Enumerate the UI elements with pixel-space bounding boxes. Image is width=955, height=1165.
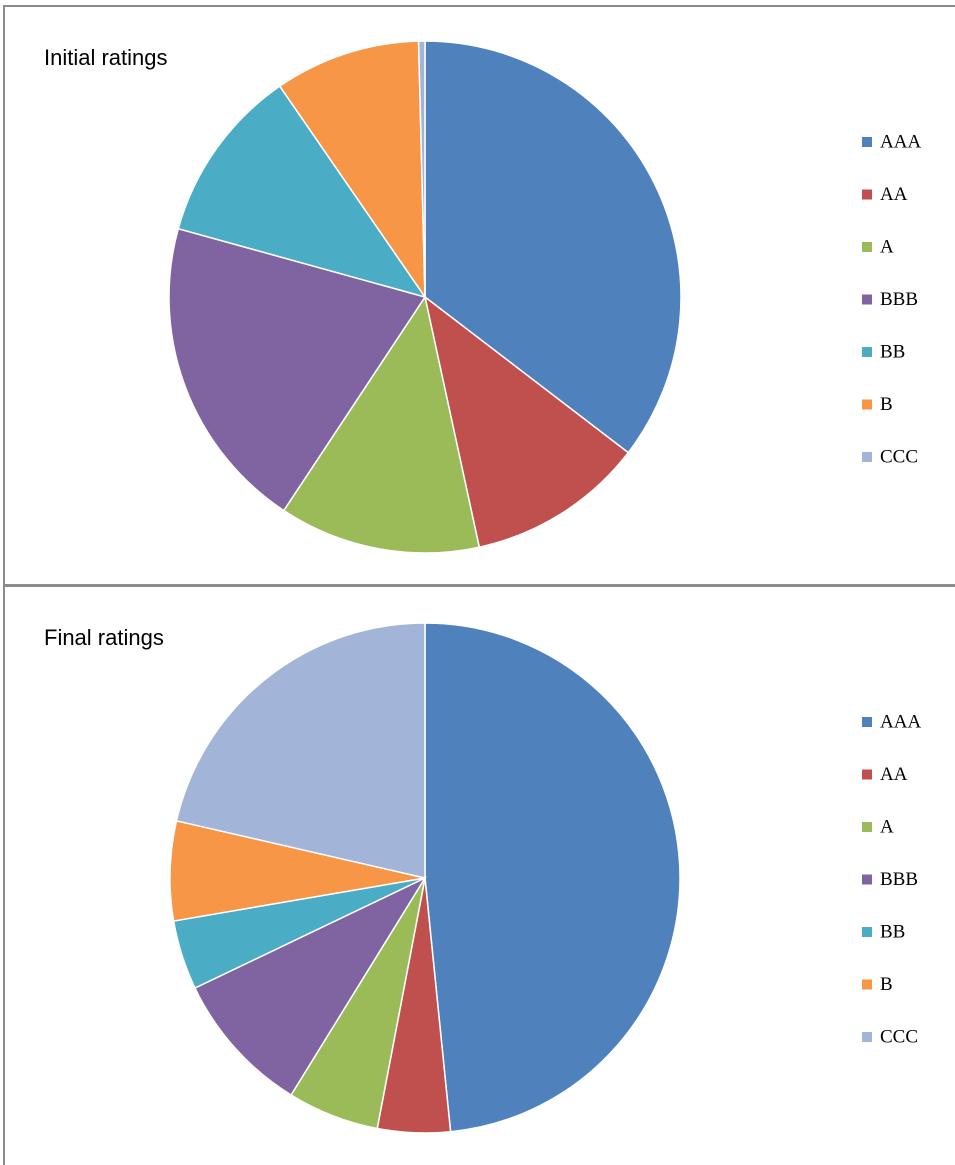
legend-swatch — [862, 137, 872, 147]
pie-slice — [424, 622, 681, 1133]
legend-swatch — [862, 347, 872, 357]
legend-label: A — [880, 816, 894, 837]
legend-swatch — [862, 979, 872, 990]
legend-swatch — [862, 399, 872, 410]
legend-label: AAA — [880, 131, 921, 152]
legend-swatch — [862, 874, 872, 885]
chart-title: Final ratings — [44, 625, 164, 650]
legend-label: AAA — [880, 711, 921, 732]
legend-swatch — [862, 294, 872, 305]
pie-slice — [423, 295, 630, 549]
legend-label: CCC — [880, 1026, 918, 1047]
legend-swatch — [862, 1032, 872, 1042]
legend-label: AA — [880, 184, 908, 205]
legend-label: CCC — [880, 446, 918, 467]
pie-slice — [282, 295, 481, 554]
legend-swatch — [862, 189, 872, 200]
legend-swatch — [862, 452, 872, 462]
legend-swatch — [862, 927, 872, 937]
pie-slice — [168, 227, 427, 512]
legend-label: BBB — [880, 869, 918, 890]
legend-label: B — [880, 394, 893, 415]
pie-slice — [417, 40, 426, 298]
pie-slice — [278, 40, 426, 300]
pie-slice — [424, 40, 682, 454]
legend-label: AA — [880, 764, 908, 785]
legend-label: BB — [880, 921, 905, 942]
legend-label: BBB — [880, 289, 918, 310]
legend-label: A — [880, 236, 894, 257]
pie-slice — [193, 876, 427, 1097]
panel-border — [3, 585, 955, 1165]
pie-slice — [177, 85, 427, 299]
legend-swatch — [862, 769, 872, 780]
legend-swatch — [862, 822, 872, 832]
legend-swatch — [862, 242, 872, 252]
legend-swatch — [862, 717, 872, 727]
legend-label: BB — [880, 341, 905, 362]
legend-label: B — [880, 974, 893, 995]
pie-slice — [175, 622, 426, 879]
chart-title: Initial ratings — [44, 45, 168, 70]
